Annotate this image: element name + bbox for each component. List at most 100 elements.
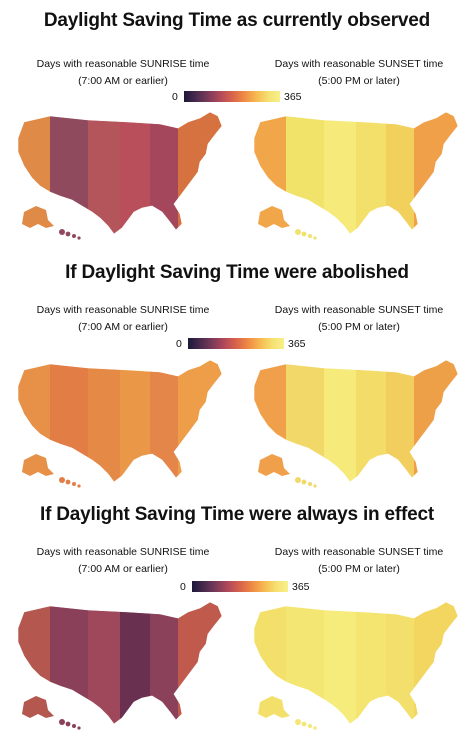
color-legend: 0 365: [172, 337, 312, 353]
timezone-band: [50, 112, 89, 234]
hawaii-island: [308, 482, 312, 486]
timezone-band: [150, 112, 179, 234]
hawaii-island: [59, 229, 65, 235]
hawaii-island: [308, 724, 312, 728]
country-outline: [253, 359, 459, 483]
timezone-band: [88, 360, 121, 482]
sunrise-map: [10, 598, 230, 734]
sunrise-caption: Days with reasonable SUNRISE time (7:00 …: [18, 56, 228, 90]
legend-gradient-bar: [192, 581, 288, 592]
hawaii-island: [77, 236, 81, 240]
timezone-band: [286, 112, 325, 234]
timezone-band: [414, 360, 458, 482]
sunrise-map: [10, 108, 230, 240]
timezone-band: [414, 112, 458, 234]
sunset-caption: Days with reasonable SUNSET time (5:00 P…: [254, 56, 464, 90]
hawaii-island: [72, 234, 76, 238]
panel-title: If Daylight Saving Time were always in e…: [39, 504, 434, 525]
legend-min-label: 0: [180, 581, 186, 593]
hawaii-island: [301, 479, 307, 485]
alaska-shape: [22, 206, 54, 228]
sunrise-caption: Days with reasonable SUNRISE time (7:00 …: [18, 544, 228, 578]
panel-abolished: If Daylight Saving Time were abolished D…: [0, 258, 474, 490]
hawaii-island: [295, 719, 301, 725]
sunset-caption-line1: Days with reasonable SUNSET time: [274, 58, 444, 70]
hawaii-island: [65, 231, 71, 237]
timezone-band: [356, 602, 387, 724]
legend-max-label: 365: [284, 91, 302, 103]
alaska-shape: [22, 454, 54, 476]
sunset-caption: Days with reasonable SUNSET time (5:00 P…: [254, 544, 464, 578]
hawaii-island: [313, 726, 317, 730]
hawaii-island: [308, 234, 312, 238]
country-outline: [17, 601, 223, 725]
hawaii-island: [65, 721, 71, 727]
hawaii-island: [313, 484, 317, 488]
timezone-band: [178, 360, 222, 482]
timezone-band: [386, 112, 415, 234]
sunset-caption-line2: (5:00 PM or later): [318, 563, 400, 575]
sunset-map: [246, 356, 466, 488]
panel-title: Daylight Saving Time as currently observ…: [43, 10, 431, 31]
legend-min-label: 0: [172, 91, 178, 103]
timezone-band: [150, 602, 179, 724]
country-outline: [17, 111, 223, 235]
legend-max-label: 365: [292, 581, 310, 593]
hawaii-island: [65, 479, 71, 485]
alaska-shape: [258, 206, 290, 228]
hawaii-island: [295, 229, 301, 235]
sunset-caption-line1: Days with reasonable SUNSET time: [274, 304, 444, 316]
timezone-band: [356, 112, 387, 234]
timezone-band: [286, 360, 325, 482]
hawaii-island: [72, 482, 76, 486]
legend-max-label: 365: [288, 338, 306, 350]
timezone-band: [386, 602, 415, 724]
timezone-band: [120, 602, 151, 724]
sunset-caption-line2: (5:00 PM or later): [318, 321, 400, 333]
timezone-band: [88, 602, 121, 724]
alaska-shape: [22, 696, 54, 718]
timezone-band: [386, 360, 415, 482]
sunset-caption-line1: Days with reasonable SUNSET time: [274, 546, 444, 558]
panel-title: If Daylight Saving Time were abolished: [65, 262, 409, 283]
alaska-shape: [258, 454, 290, 476]
timezone-band: [150, 360, 179, 482]
hawaii-island: [313, 236, 317, 240]
timezone-band: [414, 602, 458, 724]
timezone-band: [50, 360, 89, 482]
hawaii-island: [301, 231, 307, 237]
color-legend: 0 365: [172, 90, 312, 106]
panel-permanent: If Daylight Saving Time were always in e…: [0, 498, 474, 740]
timezone-band: [120, 112, 151, 234]
sunrise-map: [10, 356, 230, 488]
country-outline: [253, 601, 459, 725]
timezone-band: [178, 602, 222, 724]
timezone-band: [178, 112, 222, 234]
timezone-band: [88, 112, 121, 234]
country-outline: [17, 359, 223, 483]
timezone-band: [50, 602, 89, 724]
hawaii-island: [72, 724, 76, 728]
sunrise-caption-line2: (7:00 AM or earlier): [78, 563, 168, 575]
sunrise-caption: Days with reasonable SUNRISE time (7:00 …: [18, 302, 228, 336]
panel-current: Daylight Saving Time as currently observ…: [0, 0, 474, 245]
sunrise-caption-line1: Days with reasonable SUNRISE time: [36, 546, 210, 558]
sunset-map: [246, 108, 466, 240]
hawaii-island: [301, 721, 307, 727]
legend-gradient-bar: [188, 338, 284, 349]
hawaii-island: [295, 477, 301, 483]
country-outline: [253, 111, 459, 235]
timezone-band: [356, 360, 387, 482]
sunset-caption: Days with reasonable SUNSET time (5:00 P…: [254, 302, 464, 336]
legend-min-label: 0: [176, 338, 182, 350]
sunset-caption-line2: (5:00 PM or later): [318, 75, 400, 87]
timezone-band: [286, 602, 325, 724]
legend-gradient-bar: [184, 91, 280, 102]
hawaii-island: [59, 719, 65, 725]
sunrise-caption-line2: (7:00 AM or earlier): [78, 75, 168, 87]
hawaii-island: [59, 477, 65, 483]
alaska-shape: [258, 696, 290, 718]
sunrise-caption-line1: Days with reasonable SUNRISE time: [36, 304, 210, 316]
hawaii-island: [77, 726, 81, 730]
timezone-band: [324, 602, 357, 724]
